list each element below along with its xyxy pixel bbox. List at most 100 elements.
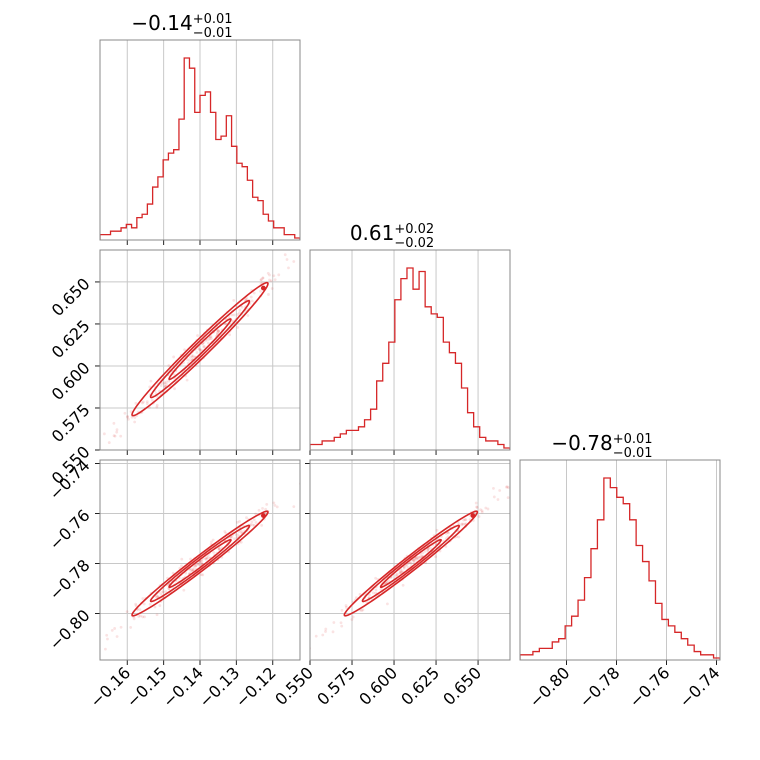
sample-point (88, 651, 91, 654)
sample-point (182, 588, 186, 592)
x-tick-label: −0.74 (675, 663, 723, 711)
y-tick-label: −0.76 (46, 506, 94, 554)
sample-point (324, 630, 327, 633)
panel-2-2: −0.78+0.01−0.01 (519, 431, 721, 665)
dense-point (470, 513, 476, 518)
x-tick-label: −0.78 (575, 663, 623, 711)
sample-point (196, 562, 200, 566)
sample-point (191, 568, 195, 571)
sample-point (201, 573, 205, 577)
dense-point (260, 513, 266, 518)
sample-point (155, 403, 159, 407)
sample-point (232, 313, 236, 317)
sample-point (205, 556, 208, 560)
title-median: 0.61 (350, 221, 395, 245)
sample-point (238, 308, 242, 312)
sample-point (399, 571, 403, 575)
sample-point (368, 593, 371, 597)
sample-point (190, 354, 194, 358)
sample-point (129, 626, 133, 629)
sample-point (130, 415, 134, 419)
title-minus-error: −0.01 (613, 446, 653, 461)
sample-point (259, 278, 263, 282)
panel-frame (99, 459, 301, 661)
sample-point (134, 602, 138, 606)
title-plus-error: +0.02 (394, 222, 434, 237)
sample-point (252, 518, 256, 522)
sample-point (233, 537, 236, 541)
sample-point (418, 555, 422, 559)
sample-point (112, 434, 116, 438)
sample-point (464, 518, 468, 522)
sample-point (259, 289, 262, 293)
x-tick-label: −0.13 (195, 663, 243, 711)
histogram-2 (520, 477, 720, 660)
sample-point (235, 520, 239, 524)
sample-point (408, 560, 412, 564)
x-tick-label: −0.15 (123, 663, 171, 711)
sample-point (238, 520, 241, 523)
sample-point (141, 400, 145, 404)
sample-point (119, 625, 123, 629)
sample-point (228, 333, 232, 337)
sample-point (216, 331, 219, 335)
sample-point (426, 547, 430, 551)
sample-point (236, 533, 240, 537)
panel-frame (99, 249, 301, 451)
sample-point (210, 540, 213, 544)
sample-point (217, 547, 221, 551)
sample-point (285, 258, 289, 261)
title-minus-error: −0.01 (193, 26, 233, 41)
sample-point (180, 557, 184, 561)
sample-point (414, 557, 418, 561)
sample-point (360, 609, 364, 613)
sample-point (290, 653, 293, 656)
sample-point (185, 378, 189, 382)
sample-point (104, 647, 107, 651)
sample-point (206, 554, 210, 558)
sample-point (236, 313, 240, 316)
sample-point (287, 266, 290, 270)
sample-point (188, 358, 192, 362)
sample-point (398, 571, 402, 575)
panel-0-0: −0.14+0.01−0.01 (99, 11, 301, 245)
sample-point (208, 337, 212, 341)
sample-point (426, 548, 429, 552)
sample-point (462, 522, 465, 526)
sample-point (434, 555, 438, 559)
sample-point (239, 540, 243, 544)
sample-point (145, 402, 149, 406)
panel-frame (99, 39, 301, 241)
sample-point (161, 590, 165, 594)
sample-point (215, 332, 219, 336)
contour-1 (379, 538, 442, 589)
sample-point (444, 545, 448, 548)
sample-point (270, 287, 274, 290)
sample-point (415, 556, 419, 560)
sample-point (203, 557, 207, 561)
sample-point (460, 522, 464, 526)
sample-point (498, 489, 502, 492)
sample-point (126, 415, 129, 419)
panel-1-1: 0.61+0.02−0.02 (309, 221, 511, 455)
sample-point (332, 621, 336, 624)
x-tick-label: 0.575 (313, 663, 359, 709)
panel-1-0 (95, 249, 315, 455)
sample-point (190, 568, 194, 571)
sample-point (312, 252, 315, 255)
sample-point (217, 547, 221, 551)
contour-1 (168, 318, 232, 381)
sample-point (199, 560, 202, 563)
sample-point (134, 604, 138, 608)
sample-point (273, 278, 277, 282)
sample-point (132, 617, 136, 621)
sample-point (217, 329, 220, 333)
sample-point (269, 279, 273, 283)
sample-point (230, 313, 234, 317)
panel-title-1: 0.61+0.02 (350, 221, 434, 245)
sample-point (259, 278, 263, 282)
panel-frame (309, 249, 511, 451)
sample-point (154, 595, 158, 599)
sample-point (234, 533, 238, 536)
y-tick-label: 0.600 (48, 358, 94, 404)
